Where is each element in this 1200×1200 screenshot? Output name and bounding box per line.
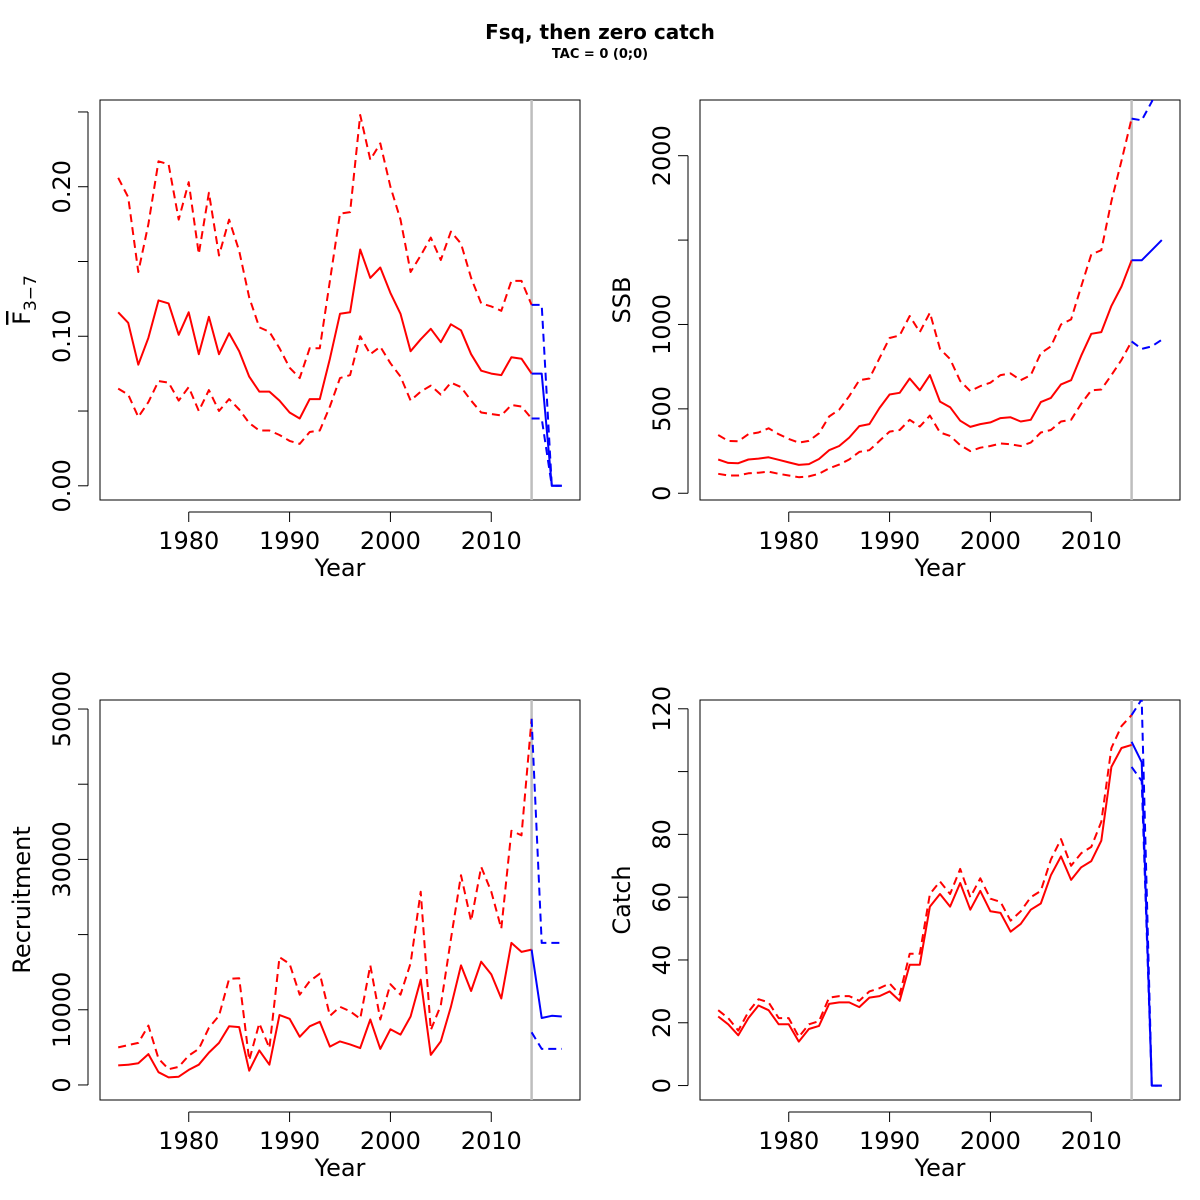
recruitment-x-axis-label: Year [314,1154,366,1182]
fbar-history-median-line [117,248,533,420]
ssb-history-median-line [717,259,1133,466]
ssb-panel: 1980 1990 2000 2010 Year 0 500 1000 2000 SSB [608,99,1181,582]
catch-projection-median-line [1130,741,1162,1087]
recruitment-history-median-line [118,941,532,1079]
fbar-y-tick-label: 0.00 [48,459,76,512]
recruitment-y-tick-label: 30000 [48,821,76,897]
recruitment-x-tick-label: 2010 [461,1127,522,1155]
fbar-panel: 1980 1990 2000 2010 Year 0.00 0.10 0.20 F3−7 [8,99,581,582]
fbar-x-tick-label: 2000 [360,527,421,555]
catch-history-median-line [717,743,1132,1043]
catch-history-upper-line [717,714,1133,1038]
ssb-projection-median-line [1131,239,1163,262]
catch-y-tick-label: 60 [648,882,676,913]
catch-x-axis-label: Year [914,1154,966,1182]
ssb-history-lower-line [718,340,1133,479]
recruitment-x-tick-label: 1990 [259,1127,320,1155]
catch-series-group [717,700,1162,1087]
recruitment-series-group [117,718,562,1079]
catch-y-tick-label: 40 [648,945,676,976]
ssb-y-axis-label: SSB [608,277,636,324]
fbar-x-axis-label: Year [314,554,366,582]
catch-x-tick-label: 2000 [960,1127,1021,1155]
recruitment-y-axis-label: Recruitment [8,826,36,973]
catch-plot-frame [699,699,1181,1101]
fbar-history-lower-line [117,335,533,445]
ssb-x-tick-label: 2000 [960,527,1021,555]
fbar-y-axis-label-main: F [8,311,36,325]
ssb-y-tick-label: 2000 [648,125,676,186]
ssb-series-group [717,100,1163,479]
catch-panel: 1980 1990 2000 2010 Year 0 20 40 60 80 120 Catch [608,686,1181,1182]
fbar-y-tick-label: 0.10 [48,310,76,363]
ssb-y-tick-label: 500 [648,386,676,432]
catch-x-tick-label: 1990 [859,1127,920,1155]
ssb-plot-frame [699,99,1181,501]
fbar-history-upper-line [117,114,533,380]
recruitment-projection-lower-line [530,1031,562,1050]
catch-y-tick-label: 20 [648,1007,676,1038]
recruitment-y-tick-label: 0 [48,1077,76,1092]
catch-y-tick-label: 0 [648,1078,676,1093]
ssb-x-tick-label: 1990 [859,527,920,555]
recruitment-projection-median-line [530,949,562,1019]
fbar-y-axis-label-sub: 3−7 [21,275,41,311]
fbar-x-tick-label: 2010 [461,527,522,555]
ssb-x-axis-label: Year [914,554,966,582]
recruitment-plot-frame [99,699,581,1101]
fbar-plot-frame [99,99,581,501]
fbar-y-tick-label: 0.20 [48,160,76,213]
ssb-x-tick-label: 2010 [1061,527,1122,555]
catch-y-axis-label: Catch [608,865,636,934]
fbar-series-group [117,114,562,487]
recruitment-projection-upper-line [530,718,562,944]
fbar-projection-median-line [531,372,562,487]
fbar-y-axis-label: F3−7 [8,275,41,325]
recruitment-history-upper-line [117,718,533,1071]
fbar-x-tick-label: 1980 [158,527,219,555]
figure-title: Fsq, then zero catch [485,20,715,44]
ssb-y-tick-label: 0 [648,486,676,501]
recruitment-x-tick-label: 2000 [360,1127,421,1155]
catch-x-tick-label: 1980 [758,1127,819,1155]
figure-subtitle: TAC = 0 (0;0) [551,47,649,62]
ssb-y-tick-label: 1000 [648,294,676,355]
fbar-x-tick-label: 1990 [259,527,320,555]
recruitment-y-tick-label: 50000 [48,671,76,747]
recruitment-x-tick-label: 1980 [158,1127,219,1155]
catch-x-tick-label: 2010 [1061,1127,1122,1155]
fbar-projection-upper-line [531,303,562,487]
ssb-x-tick-label: 1980 [758,527,819,555]
ssb-projection-upper-line [1131,100,1154,122]
recruitment-panel: 1980 1990 2000 2010 Year 0 10000 30000 50000 Recr… [8,671,581,1182]
catch-y-tick-label: 80 [648,819,676,850]
catch-y-tick-label: 120 [648,686,676,732]
recruitment-y-tick-label: 10000 [48,972,76,1048]
ssb-history-upper-line [717,118,1133,444]
ssb-projection-lower-line [1131,338,1163,350]
